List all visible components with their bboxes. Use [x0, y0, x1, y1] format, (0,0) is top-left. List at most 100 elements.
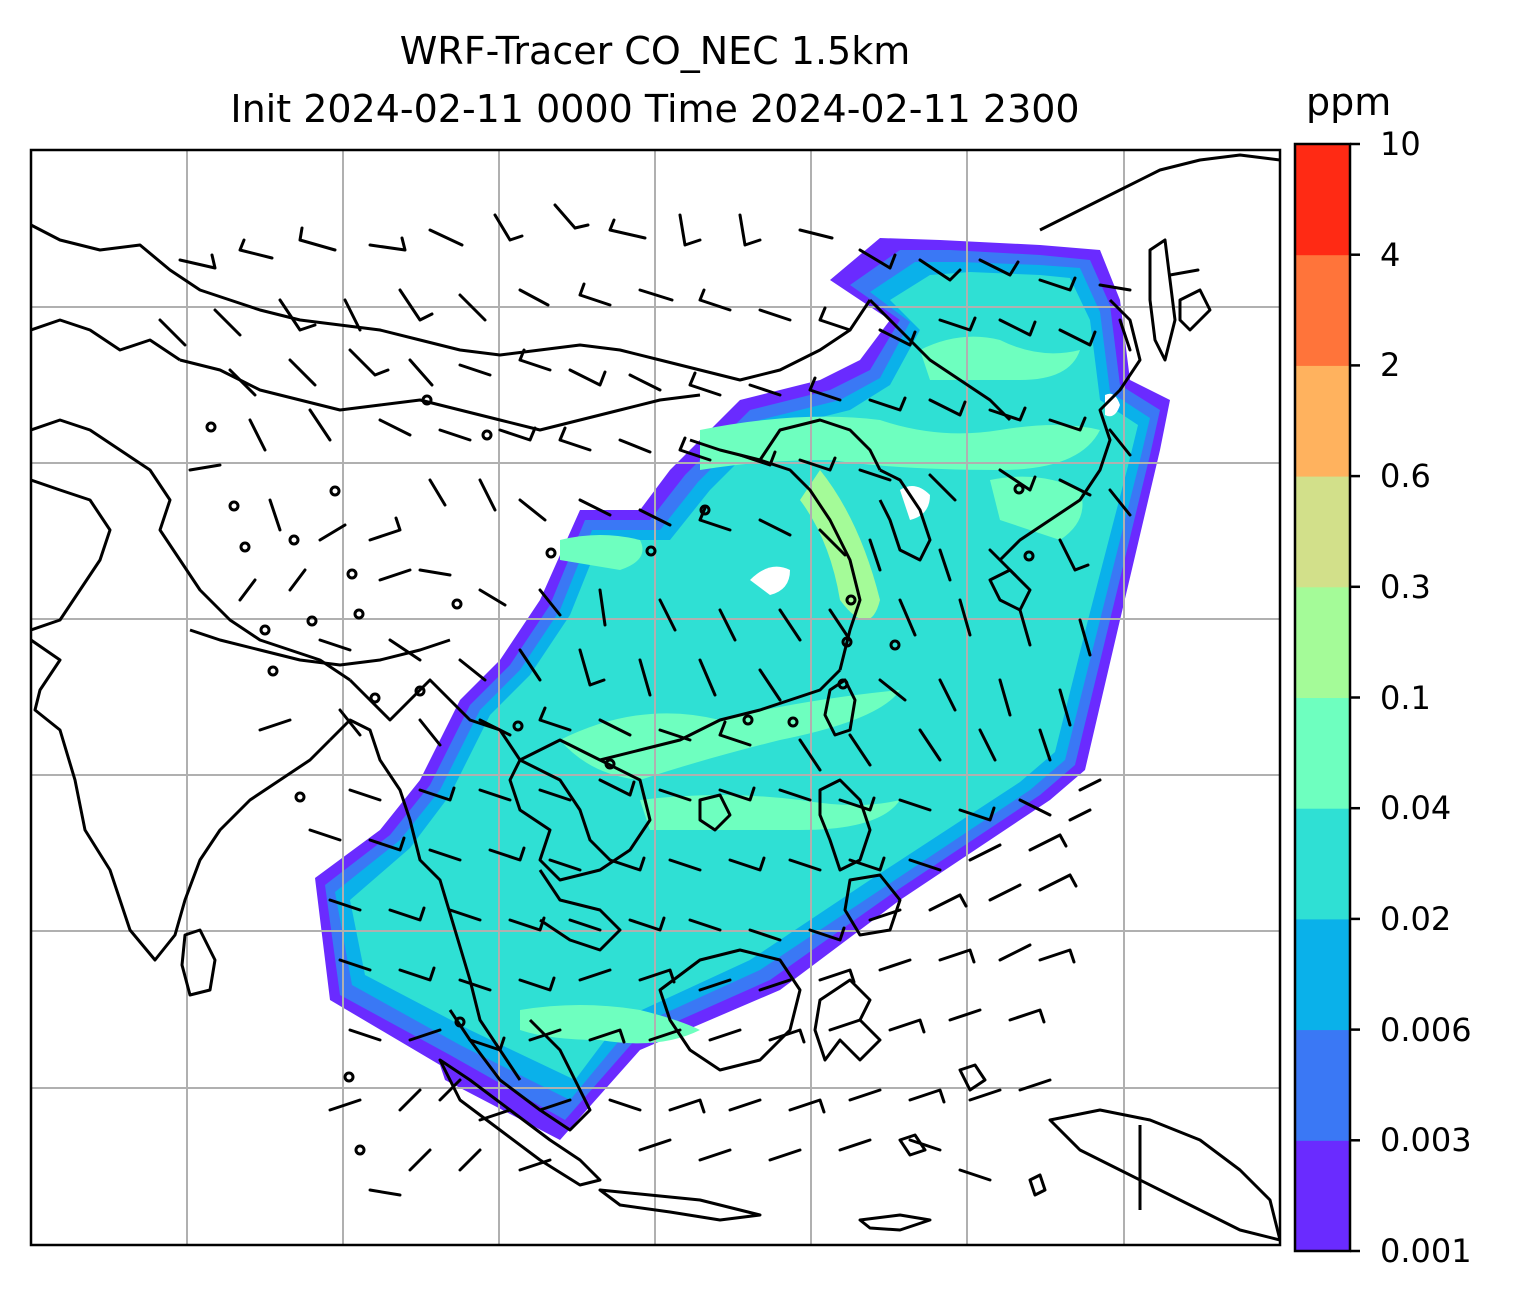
wind-barb	[348, 348, 390, 377]
wind-barb	[238, 238, 274, 260]
wind-barb	[858, 248, 897, 270]
wind-barb	[638, 508, 672, 527]
calm-wind-circle	[645, 545, 657, 557]
border-china-north	[31, 223, 872, 382]
wind-barb	[158, 318, 187, 347]
calm-wind-circle	[259, 624, 271, 636]
wind-barb	[388, 638, 422, 662]
wind-barb	[1058, 688, 1072, 727]
calm-wind-circle	[481, 429, 493, 441]
wind-barb	[608, 856, 646, 872]
wind-barb	[528, 1028, 562, 1042]
wind-barb	[658, 788, 692, 802]
calm-wind-circle	[346, 568, 358, 580]
wind-barb	[538, 788, 572, 802]
border-laos-vietnam	[519, 758, 612, 862]
wind-barbs	[158, 203, 1200, 1197]
wind-barb	[998, 678, 1012, 717]
coast-sakhalin	[1148, 238, 1177, 362]
wind-barb	[718, 720, 752, 747]
wind-barb	[328, 898, 362, 912]
wind-barb	[1018, 608, 1032, 647]
wind-barb	[458, 363, 492, 377]
colorbar-segment	[1295, 1140, 1350, 1252]
calm-wind-circle	[454, 1016, 466, 1028]
wind-barb	[608, 1098, 642, 1112]
plume-light-5	[640, 795, 900, 830]
wind-barb	[478, 718, 512, 737]
wind-barb	[978, 258, 1020, 277]
coast-philippines-luzon	[818, 778, 872, 872]
wind-barb	[918, 728, 942, 762]
calm-wind-circle	[353, 608, 365, 620]
wind-barb	[778, 788, 812, 802]
wind-barb	[698, 978, 732, 992]
wind-barb	[178, 253, 217, 270]
wind-barb	[728, 1098, 762, 1112]
wind-barb	[858, 468, 892, 482]
coast-bay-bengal-east	[328, 718, 522, 1081]
wind-barb	[838, 796, 876, 812]
wind-barb	[818, 968, 856, 984]
wind-barb	[968, 1088, 1002, 1102]
wind-barb	[638, 658, 652, 697]
coast-japan-south	[988, 568, 1032, 612]
wind-barb	[438, 428, 472, 442]
wind-barb	[878, 328, 917, 347]
colorbar-tick-label: 0.006	[1380, 1010, 1472, 1049]
wind-barb	[638, 968, 676, 984]
colorbar-tick-label: 0.003	[1380, 1121, 1472, 1160]
calm-wind-circle	[239, 541, 251, 553]
colorbar-segment	[1295, 808, 1350, 920]
wind-barb	[1018, 798, 1052, 817]
wind-barb	[568, 918, 602, 932]
colorbar-tick-label: 0.6	[1380, 457, 1431, 496]
wind-barb	[708, 1028, 742, 1042]
wind-barb	[578, 282, 612, 307]
wind-barb	[478, 788, 512, 802]
wind-barb	[658, 598, 677, 632]
colorbar-tick-label: 4	[1380, 235, 1401, 274]
coast-sumatra	[438, 1058, 602, 1187]
colorbar-unit-label: ppm	[1306, 80, 1392, 124]
wind-barb	[1078, 618, 1092, 657]
colorbar-tick-label: 10	[1380, 125, 1421, 163]
wind-barb	[348, 788, 382, 802]
wind-barb	[758, 518, 792, 537]
wind-barb	[1038, 873, 1078, 892]
wind-barb	[288, 358, 317, 387]
wind-barb	[408, 1028, 442, 1042]
wind-barb	[848, 733, 872, 767]
wind-barb	[438, 1078, 462, 1102]
small-islands-2	[1028, 1173, 1047, 1197]
calm-wind-circle	[451, 598, 463, 610]
wind-barb	[818, 528, 847, 557]
wind-barb	[788, 1098, 826, 1114]
wind-barb	[268, 498, 282, 532]
wind-barb	[628, 373, 662, 392]
wind-barb	[248, 418, 267, 452]
calm-wind-circle	[414, 685, 426, 697]
wind-barb	[578, 498, 612, 517]
wind-barb	[598, 718, 632, 737]
tracer-plume	[315, 238, 1170, 1140]
wind-barb	[538, 588, 562, 617]
wind-barb	[938, 678, 957, 712]
calm-wind-circle	[845, 594, 857, 606]
colorbar-segment	[1295, 918, 1350, 1031]
wind-barb	[538, 1098, 572, 1112]
calm-wind-circle	[329, 485, 341, 497]
border-kazakh	[31, 318, 181, 362]
wind-barb	[648, 1028, 682, 1042]
colorbar-tick-label: 0.02	[1380, 899, 1452, 938]
wind-barb	[568, 368, 607, 387]
wind-barb	[418, 718, 442, 747]
wind-barb	[518, 498, 547, 522]
wind-barb	[428, 228, 464, 247]
hainan	[698, 793, 732, 832]
coast-java	[598, 1188, 762, 1222]
wind-barb	[308, 828, 342, 842]
wind-barb	[738, 213, 762, 247]
wind-barb	[318, 638, 352, 652]
